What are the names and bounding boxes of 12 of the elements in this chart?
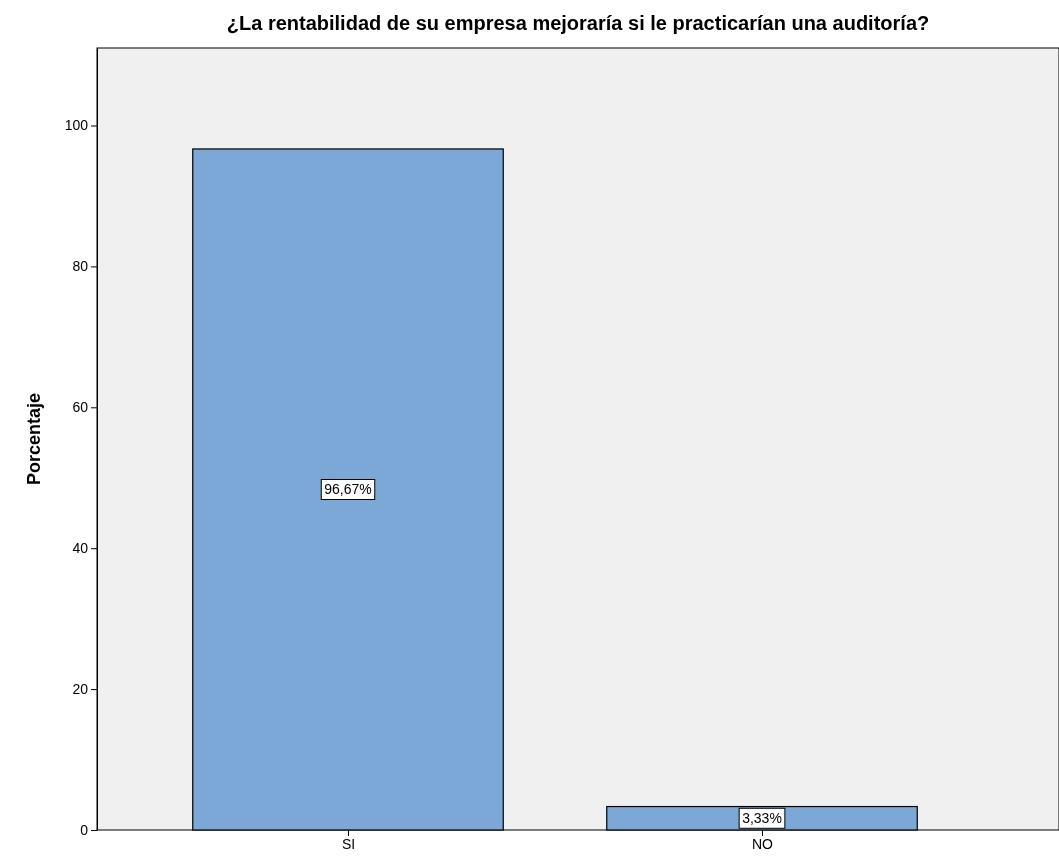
y-tick-label: 40 [72,540,89,557]
y-tick-label: 100 [64,117,89,134]
y-tick-label: 80 [72,258,89,275]
y-axis-title: Porcentaje [24,392,44,486]
y-tick-label: 60 [72,399,89,416]
chart-title: ¿La rentabilidad de su empresa mejoraría si le practicarían una auditoría? [226,12,930,34]
x-tick-label: NO [752,835,774,852]
x-tick-label: SI [341,835,356,852]
y-tick-label: 0 [80,821,89,838]
data-label: 3,33% [742,810,782,827]
data-label: 96,67% [324,481,372,498]
y-tick-label: 20 [72,681,89,698]
